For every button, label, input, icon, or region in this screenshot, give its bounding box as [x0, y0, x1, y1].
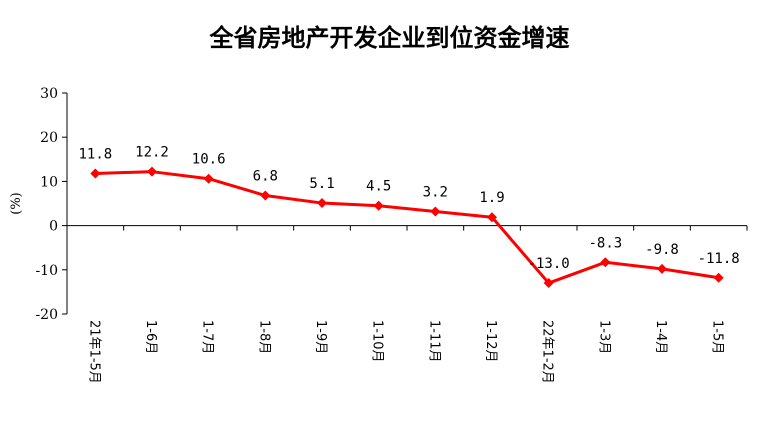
- x-tick-label: 22年1-2月: [540, 320, 555, 384]
- y-tick-label: -20: [35, 307, 58, 323]
- data-label: 1.9: [479, 190, 504, 206]
- data-labels: 11.8 12.2 10.6 6.8 5.1 4.5 3.2 1.9 -13.0 -8.3 -9.8…: [78, 145, 739, 272]
- data-point-marker: [317, 198, 327, 209]
- data-label: -9.8: [645, 242, 679, 258]
- data-point-marker: [90, 168, 101, 179]
- x-tick-label: 1-3月: [596, 320, 611, 354]
- y-tick-label: 0: [49, 219, 58, 235]
- data-point-marker: [600, 257, 611, 268]
- data-label: -8.3: [588, 235, 622, 251]
- data-label: 4.5: [366, 179, 391, 195]
- x-tick-label: 21年1-5月: [86, 320, 101, 384]
- data-point-marker: [713, 272, 724, 283]
- axes: [66, 93, 747, 314]
- x-tick-label: 1-4月: [653, 320, 668, 354]
- series-group: [90, 166, 724, 289]
- data-point-marker: [487, 212, 497, 223]
- x-tick-label: 1-12月: [483, 320, 498, 363]
- data-point-marker: [203, 173, 214, 184]
- data-point-marker: [430, 206, 441, 217]
- x-tick-label: 1-11月: [426, 320, 441, 363]
- data-label: 6.8: [253, 169, 278, 185]
- data-label: 3.2: [423, 184, 448, 200]
- data-point-marker: [543, 278, 554, 289]
- x-tick-label: 1-5月: [710, 320, 725, 354]
- data-point-marker: [260, 190, 271, 201]
- x-tick-label: 1-8月: [256, 320, 271, 354]
- series-line: [95, 170, 719, 285]
- chart-title: 全省房地产开发企业到位资金增速: [209, 24, 570, 52]
- y-tick-label: 10: [40, 174, 58, 190]
- data-label: 5.1: [309, 176, 334, 192]
- x-tick-label: 1-7月: [200, 320, 215, 354]
- data-label: -11.8: [698, 251, 740, 267]
- data-label: 12.2: [135, 145, 169, 161]
- y-axis-ticks: 30 20 10 0 -10 -20: [35, 86, 67, 323]
- x-tick-label: 1-6月: [143, 320, 158, 354]
- y-tick-label: 20: [40, 130, 58, 146]
- y-tick-label: -10: [35, 263, 58, 279]
- data-label: 11.8: [78, 146, 112, 162]
- y-axis-label: (%): [9, 192, 24, 215]
- data-point-marker: [373, 200, 384, 211]
- x-axis-ticks: 21年1-5月 1-6月 1-7月 1-8月 1-9月 1-10月 1-11月 1-12月 22…: [66, 225, 748, 384]
- data-label: 10.6: [192, 152, 226, 168]
- data-point-marker: [657, 263, 667, 274]
- y-tick-label: 30: [40, 86, 58, 102]
- data-point-marker: [147, 166, 157, 177]
- x-tick-label: 1-9月: [313, 320, 328, 354]
- x-tick-label: 1-10月: [370, 320, 385, 363]
- data-label: -13.0: [528, 256, 570, 272]
